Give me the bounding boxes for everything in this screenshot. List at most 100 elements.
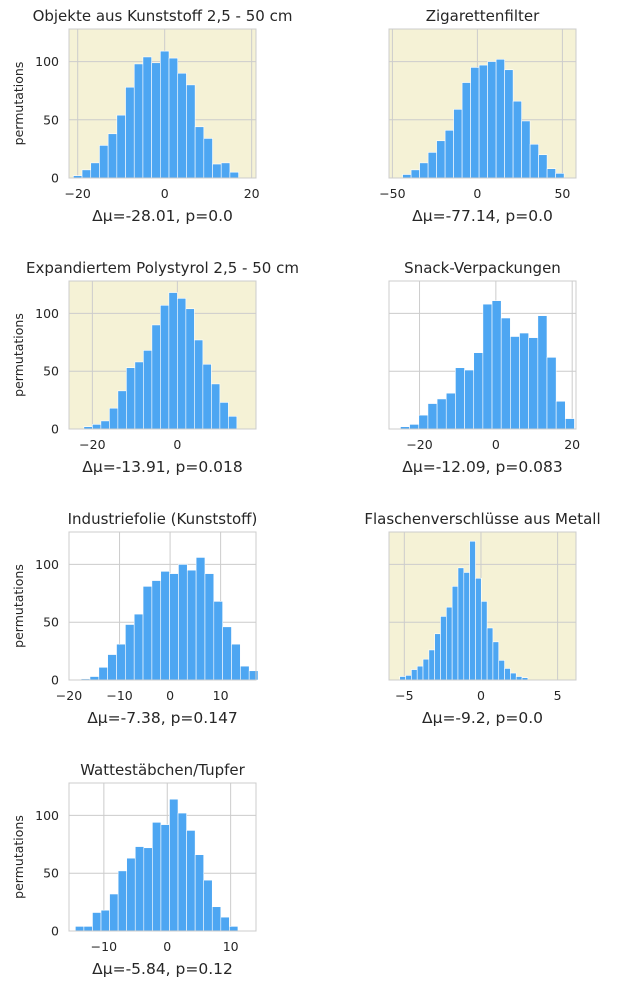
- plot-frame: [388, 280, 577, 430]
- x-axis-label: Δμ=-9.2, p=0.0: [422, 709, 543, 727]
- x-tick-label: −20: [65, 186, 91, 201]
- histogram-bar: [116, 643, 126, 681]
- histogram-bar: [100, 909, 110, 932]
- histogram-bar: [151, 580, 162, 681]
- y-axis-label: permutations: [11, 815, 26, 899]
- histogram-bar: [194, 126, 205, 179]
- histogram-bar: [492, 641, 500, 681]
- histogram-bar: [515, 676, 523, 681]
- histogram-bar: [211, 383, 221, 430]
- histogram-bar: [519, 332, 529, 430]
- histogram-bar: [444, 129, 454, 179]
- histogram-bar: [409, 424, 420, 430]
- histogram-bar: [177, 298, 187, 430]
- chart-title: Objekte aus Kunststoff 2,5 - 50 cm: [33, 7, 293, 25]
- plot-frame: [68, 531, 257, 681]
- chart-panel: −20 0 20 0 50 100 permutations Objekte aus Kuns…: [11, 7, 292, 225]
- histogram-bar: [529, 143, 539, 179]
- x-tick-label: 0: [492, 437, 500, 452]
- chart-panel: −20 −10 0 10050100permutationsIndustriefoli…: [11, 510, 259, 727]
- histogram-bar: [143, 350, 153, 430]
- histogram-bar: [100, 420, 110, 430]
- histogram-bar: [410, 169, 420, 179]
- x-tick-label: 0: [166, 688, 174, 703]
- y-tick-label: 50: [43, 615, 59, 630]
- histogram-bar: [109, 407, 119, 430]
- x-tick-label: 0: [473, 186, 481, 201]
- y-tick-label: 0: [51, 171, 59, 186]
- histogram-bar: [228, 415, 238, 430]
- x-tick-label: 5: [554, 688, 562, 703]
- histogram-bar: [125, 86, 135, 179]
- histogram-bar: [92, 912, 102, 932]
- histogram-bar: [229, 926, 239, 932]
- histogram-bar: [480, 601, 488, 681]
- histogram-bar: [546, 168, 556, 179]
- histogram-bar: [211, 906, 222, 932]
- histogram-bar: [194, 854, 205, 932]
- histogram-bar: [203, 138, 213, 179]
- histogram-bar: [405, 675, 412, 681]
- histogram-bar: [455, 367, 465, 430]
- histogram-bar: [231, 643, 241, 681]
- histogram-bar: [510, 672, 517, 681]
- x-axis-label: Δμ=-13.91, p=0.018: [82, 458, 242, 476]
- histogram-bar: [160, 304, 170, 430]
- plot-frame: [68, 28, 257, 179]
- histogram-bar: [440, 616, 447, 681]
- plot-frame: [388, 531, 577, 681]
- y-tick-label: 50: [43, 364, 59, 379]
- x-tick-label: −20: [406, 437, 432, 452]
- histogram-bar: [446, 606, 453, 681]
- histogram-bar: [240, 665, 250, 681]
- histogram-bar: [178, 564, 188, 681]
- histogram-bar: [555, 400, 566, 430]
- histogram-bar: [478, 64, 488, 179]
- histogram-bar: [487, 61, 497, 179]
- histogram-bar: [546, 357, 557, 430]
- y-tick-label: 100: [35, 557, 59, 572]
- histogram-bar: [169, 573, 179, 681]
- histogram-bar: [470, 67, 480, 179]
- plot-frame: [388, 28, 577, 179]
- y-tick-label: 50: [43, 866, 59, 881]
- histogram-bar: [555, 173, 565, 179]
- x-tick-label: 50: [554, 186, 570, 201]
- histogram-bar: [177, 72, 187, 179]
- histogram-bar: [169, 798, 179, 932]
- x-axis-label: Δμ=-5.84, p=0.12: [92, 960, 233, 978]
- x-tick-label: −50: [379, 186, 405, 201]
- histogram-bar: [117, 870, 127, 932]
- histogram-bar: [126, 367, 136, 430]
- histogram-bar: [81, 169, 92, 179]
- histogram-bar: [475, 577, 482, 681]
- histogram-bar: [537, 315, 548, 430]
- histogram-bar: [134, 361, 144, 430]
- x-tick-label: 10: [223, 939, 239, 954]
- x-tick-label: −20: [79, 437, 105, 452]
- chart-panel: −20 0 20 Snack-Verpackungen Δμ=-12.09, p=0.0…: [388, 259, 580, 476]
- histogram-bar: [143, 847, 153, 932]
- histogram-bar: [98, 666, 108, 681]
- y-tick-label: 50: [43, 112, 59, 127]
- histogram-bar: [498, 660, 505, 681]
- histogram-bar: [75, 926, 85, 932]
- histogram-bar: [177, 812, 187, 932]
- x-tick-label: −10: [91, 939, 117, 954]
- histogram-bar: [126, 857, 136, 932]
- y-tick-label: 100: [35, 306, 59, 321]
- chart-title: Industriefolie (Kunststoff): [68, 510, 258, 528]
- histogram-bar: [160, 824, 170, 932]
- histogram-bar: [463, 572, 470, 681]
- x-tick-label: 10: [213, 688, 229, 703]
- histogram-bar: [109, 893, 119, 932]
- chart-panel: −5 0 5 Flaschenverschlüsse aus Metall Δμ=-9.…: [364, 510, 600, 727]
- plot-frame: [68, 782, 257, 932]
- x-tick-label: 20: [564, 437, 580, 452]
- histogram-bar: [419, 162, 429, 179]
- x-tick-label: 0: [477, 688, 485, 703]
- histogram-bar: [495, 58, 505, 179]
- histogram-bar: [116, 114, 126, 179]
- y-tick-label: 100: [35, 808, 59, 823]
- histogram-bar: [411, 669, 418, 681]
